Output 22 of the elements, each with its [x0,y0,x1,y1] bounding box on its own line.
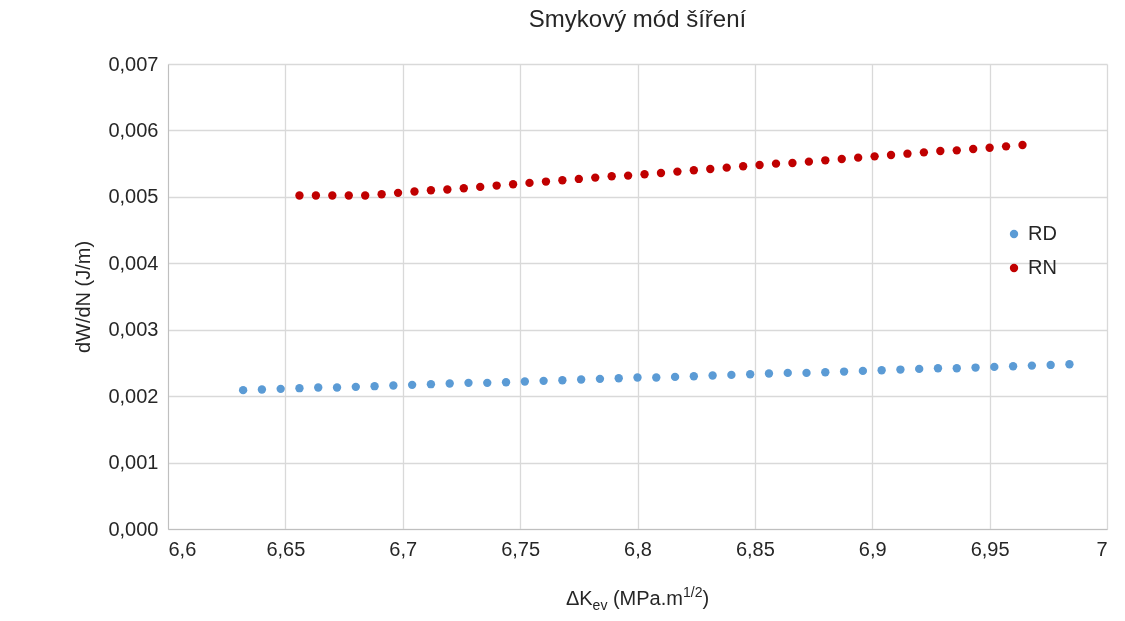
x-tick-label: 6,95 [970,537,1010,560]
y-tick-label: 0,006 [108,118,159,141]
y-tick-label: 0,000 [108,517,159,540]
x-tick-label: 6,8 [624,537,652,560]
y-tick-label: 0,003 [108,318,159,341]
legend-label: RD [1028,222,1057,244]
x-tick-label: 7 [1096,537,1108,560]
legend-label: RN [1028,256,1057,278]
y-tick-label: 0,007 [108,52,159,75]
y-tick-label: 0,005 [108,185,159,208]
x-tick-label: 6,75 [501,537,541,560]
x-tick-label: 6,85 [735,537,775,560]
y-tick-label: 0,002 [108,384,159,407]
x-tick-label: 6,65 [266,537,306,560]
x-axis-title: ΔK$_{ev}$ (MPa.m$^{1/2}$) [564,584,711,613]
y-tick-label: 0,001 [108,451,159,474]
x-tick-label: 6,7 [389,537,418,560]
x-tick-label: 6,9 [858,537,887,560]
chart-title: Smykový mód šíření [528,5,747,32]
y-axis-title: dW/dN (J/m) [72,240,95,354]
y-tick-label: 0,004 [108,251,159,274]
x-tick-label: 6,6 [168,537,197,560]
